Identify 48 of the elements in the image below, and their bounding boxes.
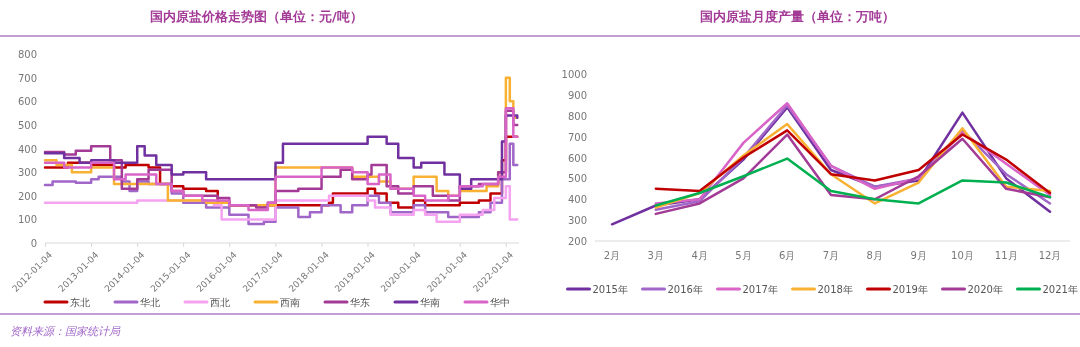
legend-label: 2016年 [667, 284, 703, 295]
legend-label: 西南 [280, 297, 300, 308]
legend-label: 西北 [210, 297, 230, 308]
y-tick-label: 600 [17, 96, 37, 108]
legend-label: 2020年 [967, 284, 1003, 295]
y-tick-label: 600 [567, 152, 587, 164]
y-tick-label: 0 [30, 238, 37, 249]
x-tick-label: 3月 [647, 250, 664, 261]
y-tick-label: 700 [567, 131, 587, 143]
x-tick-label: 4月 [691, 250, 708, 261]
x-tick-label: 6月 [779, 250, 796, 261]
x-tick-label: 2月 [603, 250, 621, 261]
y-tick-label: 800 [17, 49, 37, 60]
y-tick-label: 900 [567, 89, 587, 101]
x-tick-label: 7月 [822, 250, 840, 261]
legend-label: 华中 [490, 297, 510, 308]
text: 资料来源：国家统计局 [10, 325, 121, 338]
y-tick-label: 200 [567, 236, 587, 247]
legend-label: 华南 [420, 297, 440, 308]
legend-label: 华东 [350, 297, 370, 308]
legend-label: 2015年 [592, 284, 628, 295]
line-series [654, 129, 1052, 195]
legend-label: 2017年 [742, 284, 778, 295]
y-tick-label: 300 [17, 167, 37, 179]
legend-label: 2021年 [1042, 284, 1078, 295]
line-series [654, 157, 1052, 207]
y-tick-label: 700 [17, 72, 37, 84]
x-tick-label: 9月 [910, 250, 927, 261]
legend-label: 2019年 [892, 284, 928, 295]
x-tick-label: 8月 [866, 250, 883, 261]
x-tick-label: 5月 [735, 250, 752, 261]
legend-label: 2018年 [817, 284, 853, 295]
y-tick-label: 200 [17, 190, 37, 202]
chart-title: 国内原盐价格走势图（单位：元/吨） [150, 9, 363, 24]
legend-label: 东北 [70, 297, 90, 308]
y-tick-label: 400 [567, 194, 587, 206]
y-tick-label: 100 [17, 214, 37, 226]
y-tick-label: 400 [17, 143, 37, 155]
x-tick-label: 11月 [994, 250, 1018, 261]
legend-label: 华北 [140, 297, 160, 308]
chart-title: 国内原盐月度产量（单位：万吨） [700, 9, 895, 24]
y-tick-label: 500 [567, 173, 587, 185]
y-tick-label: 500 [17, 119, 37, 131]
y-tick-label: 300 [567, 215, 587, 227]
y-tick-label: 800 [567, 110, 587, 122]
x-tick-label: 10月 [951, 250, 974, 261]
y-tick-label: 1000 [561, 69, 587, 80]
x-tick-label: 12月 [1038, 250, 1062, 261]
